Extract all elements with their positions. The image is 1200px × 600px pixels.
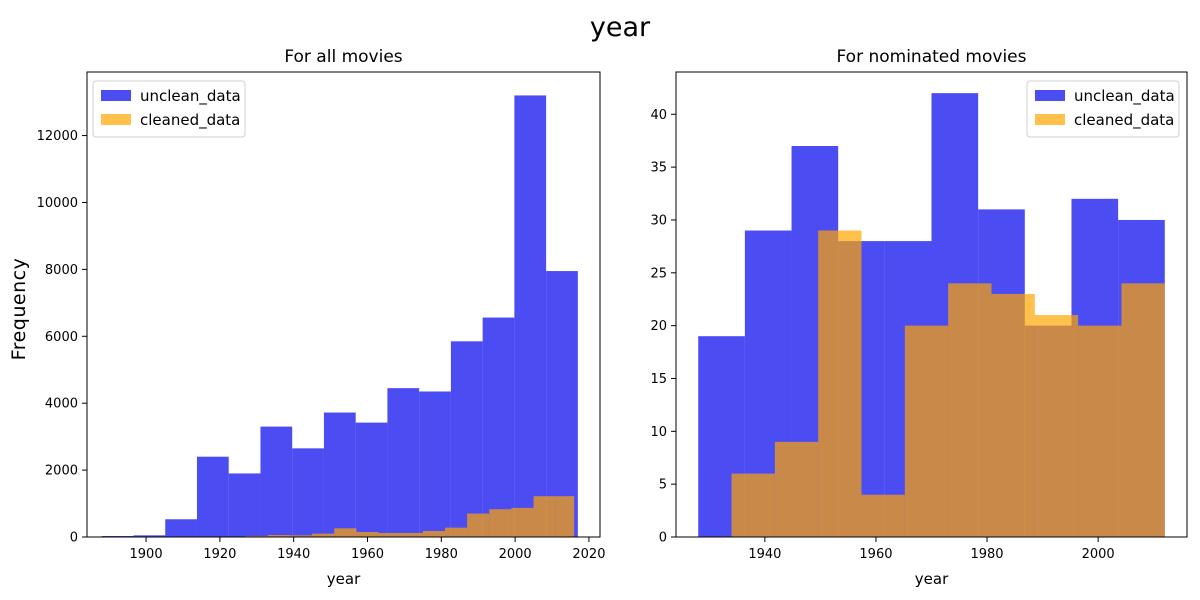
chart-1-cleaned-data-bar-5 (334, 528, 357, 537)
chart-1-cleaned-data-bar-15 (555, 496, 575, 537)
chart-2-cleaned-data-bar-3 (818, 230, 862, 537)
chart-2-y-tick-label: 15 (650, 372, 667, 387)
figure-title: year (590, 12, 651, 43)
chart-1-y-tick-label: 4000 (45, 397, 78, 412)
chart-1-y-tick-label: 0 (70, 531, 78, 546)
chart-1-unclean-data-bar-3 (165, 519, 197, 537)
chart-2-x-axis-label: year (915, 570, 949, 588)
chart-1-x-tick-label: 1980 (425, 547, 458, 562)
chart-2-cleaned-data-bar-5 (904, 325, 949, 537)
chart-1-legend-label-unclean-data: unclean_data (140, 87, 241, 106)
chart-2-legend-label-cleaned-data: cleaned_data (1074, 111, 1174, 130)
chart-1-x-tick-label: 2020 (572, 547, 605, 562)
chart-2-cleaned-data-bar-4 (861, 494, 905, 537)
chart-1-unclean-data-bar-14 (514, 95, 547, 538)
chart-2-legend-label-unclean-data: unclean_data (1074, 87, 1175, 106)
chart-1-cleaned-data-bar-6 (356, 531, 379, 537)
chart-2-cleaned-data-bar-8 (1034, 315, 1079, 537)
chart-1-x-axis-label: year (327, 570, 361, 588)
chart-1-y-tick-label: 6000 (45, 330, 78, 345)
chart-1-cleaned-data-bar-9 (422, 530, 445, 537)
chart-2-x-tick-label: 1960 (859, 547, 892, 562)
chart-1-series-cleaned-data (245, 496, 575, 537)
chart-1-unclean-data-bar-4 (196, 456, 229, 537)
chart-1-cleaned-data-bar-8 (400, 532, 423, 537)
chart-2-y-tick-label: 40 (650, 108, 667, 123)
chart-2-cleaned-data-bar-1 (731, 473, 775, 537)
chart-1-cleaned-data-bar-13 (511, 507, 534, 537)
chart-1-cleaned-data-bar-3 (289, 535, 313, 537)
chart-1-legend: unclean_data cleaned_data (92, 80, 246, 138)
chart-1-unclean-data-bar-2 (133, 535, 166, 537)
chart-1-unclean-data-bar-12 (450, 341, 483, 537)
chart-1-x-tick-label: 1940 (277, 547, 310, 562)
chart-2-cleaned-data-bar-6 (948, 283, 992, 537)
chart-1-unclean-data-bar-7 (292, 448, 324, 537)
y-axis-label: Frequency (8, 258, 30, 361)
chart-2-y-tick-label: 25 (650, 266, 667, 281)
chart-1-x-tick-label: 1960 (351, 547, 384, 562)
chart-1-x-tick-label: 1920 (203, 547, 236, 562)
chart-1-cleaned-data-bar-7 (378, 532, 401, 537)
chart-panel-all-movies: 1900 1920 1940 1960 1980 2000 2020 0 2000 4000 600… (37, 47, 606, 588)
chart-1-legend-swatch-unclean-data (101, 90, 131, 101)
chart-1-axes-frame (86, 71, 601, 538)
chart-2-x-tick-label: 1940 (748, 547, 781, 562)
chart-2-legend-swatch-unclean-data (1035, 90, 1065, 101)
chart-2-y-tick-label: 35 (650, 161, 667, 176)
chart-1-cleaned-data-bar-4 (312, 533, 335, 537)
chart-1-cleaned-data-bar-10 (444, 527, 468, 537)
chart-1-unclean-data-bar-11 (419, 391, 451, 537)
chart-1-unclean-data-bar-15 (546, 271, 578, 537)
chart-2-y-tick-label: 10 (650, 425, 667, 440)
chart-1-y-tick-label: 10000 (37, 196, 78, 211)
chart-panel-nominated-movies: 1940 1960 1980 2000 0 5 10 15 20 25 30 35 40 For nomi… (650, 47, 1188, 588)
chart-2-legend: unclean_data cleaned_data (1026, 80, 1180, 138)
chart-1-unclean-data-bar-6 (260, 426, 293, 537)
chart-1-unclean-data-bar-8 (323, 412, 356, 537)
chart-1-legend-swatch-cleaned-data (101, 114, 131, 125)
chart-1-y-tick-label: 2000 (45, 464, 78, 479)
chart-2-y-tick-label: 30 (650, 213, 667, 228)
chart-1-y-tick-label: 12000 (37, 129, 78, 144)
chart-2-x-tick-label: 2000 (1082, 547, 1115, 562)
chart-2-y-tick-label: 5 (659, 478, 667, 493)
chart-1-series-unclean-data (101, 95, 578, 538)
chart-2-series-cleaned-data (731, 230, 1165, 537)
chart-2-x-tick-label: 1980 (970, 547, 1003, 562)
chart-2-cleaned-data-bar-7 (991, 293, 1035, 537)
chart-2-y-tick-label: 0 (659, 531, 667, 546)
chart-1-cleaned-data-bar-14 (533, 496, 556, 537)
chart-2-cleaned-data-bar-10 (1121, 283, 1165, 537)
chart-2-legend-swatch-cleaned-data (1035, 114, 1065, 125)
chart-1-legend-label-cleaned-data: cleaned_data (140, 111, 240, 130)
chart-1-unclean-data-bar-5 (228, 473, 261, 537)
chart-2-axes-frame (675, 71, 1188, 538)
chart-1-cleaned-data-bar-11 (467, 513, 490, 537)
chart-1-unclean-data-bar-13 (482, 317, 515, 537)
chart-2-cleaned-data-bar-9 (1078, 325, 1122, 537)
chart-1-unclean-data-bar-9 (355, 422, 388, 537)
chart-1-x-tick-label: 1900 (130, 547, 163, 562)
chart-1-cleaned-data-bar-2 (267, 534, 290, 537)
chart-1-x-tick-label: 2000 (499, 547, 532, 562)
chart-2-cleaned-data-bar-2 (774, 441, 819, 537)
chart-1-unclean-data-bar-10 (387, 388, 420, 537)
chart-1-y-tick-label: 8000 (45, 263, 78, 278)
chart-2-y-tick-label: 20 (650, 319, 667, 334)
chart-1-title: For all movies (284, 47, 402, 67)
chart-2-title: For nominated movies (837, 47, 1027, 67)
chart-1-cleaned-data-bar-12 (489, 509, 512, 537)
